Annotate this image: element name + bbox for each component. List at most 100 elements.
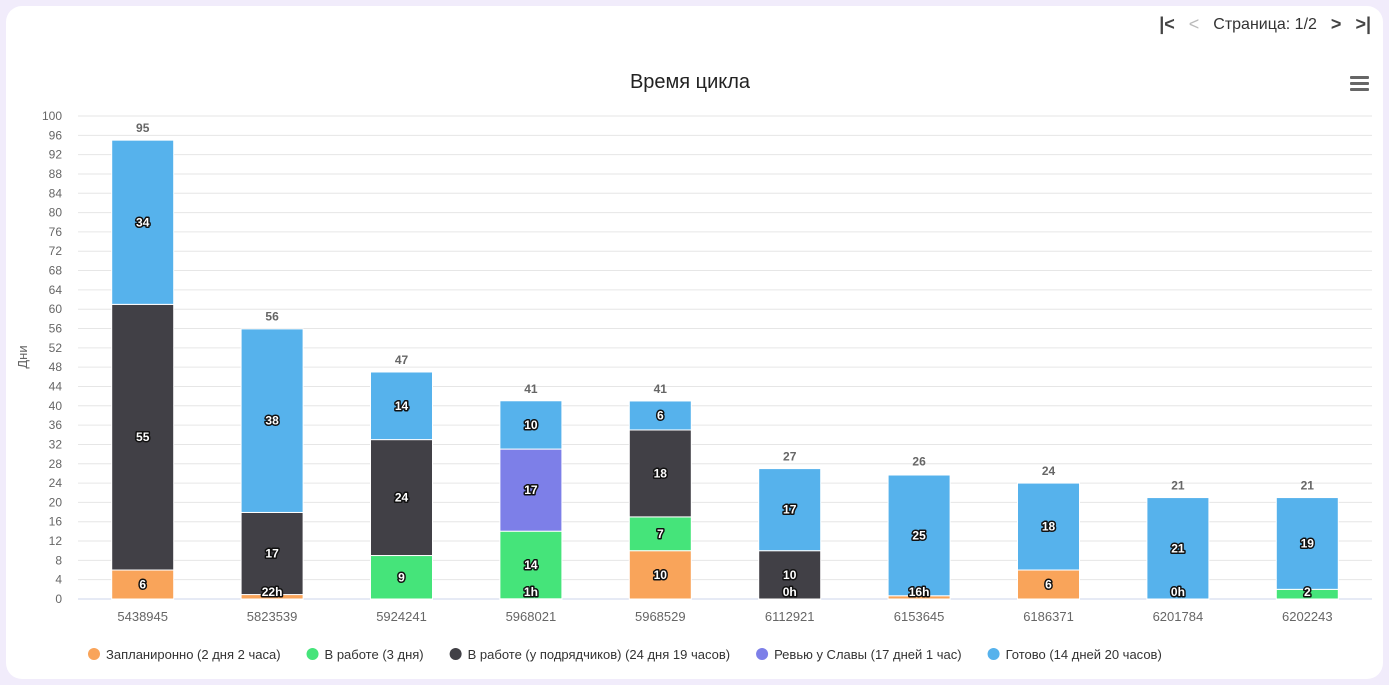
- data-label: 10: [654, 568, 668, 582]
- bar-segment[interactable]: [628, 429, 692, 518]
- x-tick-label: 5438945: [117, 609, 168, 624]
- x-tick-label: 5823539: [247, 609, 298, 624]
- y-tick-label: 28: [49, 457, 63, 471]
- chart-title: Время цикла: [630, 71, 751, 93]
- bar-segment[interactable]: [887, 474, 951, 597]
- bar-segment[interactable]: [758, 468, 822, 552]
- bar-segment[interactable]: [499, 448, 563, 532]
- legend-marker[interactable]: [987, 648, 1000, 660]
- data-label: 0h: [1171, 585, 1185, 599]
- bar-segment[interactable]: [628, 550, 692, 600]
- bar-segment[interactable]: [111, 139, 175, 305]
- total-label: 95: [136, 121, 150, 135]
- data-label: 6: [1045, 578, 1052, 592]
- data-label: 17: [783, 503, 797, 517]
- total-label: 21: [1301, 479, 1315, 493]
- data-label: 17: [265, 547, 279, 561]
- data-label: 14: [524, 558, 538, 572]
- data-label: 34: [136, 215, 150, 229]
- data-label: 10: [783, 568, 797, 582]
- bar-segment[interactable]: [240, 328, 304, 513]
- data-label: 16h: [909, 585, 930, 599]
- legend-marker[interactable]: [88, 648, 100, 660]
- y-tick-label: 48: [49, 360, 63, 374]
- x-tick-label: 6186371: [1023, 609, 1074, 624]
- y-tick-label: 80: [49, 206, 63, 220]
- legend-item[interactable]: В работе (у подрядчиков) (24 дня 19 часо…: [468, 647, 730, 662]
- data-label: 7: [657, 527, 664, 541]
- data-label: 21: [1171, 541, 1185, 555]
- y-tick-label: 72: [49, 244, 63, 258]
- y-tick-label: 8: [55, 553, 62, 567]
- x-tick-label: 6112921: [765, 609, 815, 624]
- prev-page-button[interactable]: <: [1188, 14, 1200, 34]
- last-page-button[interactable]: >|: [1355, 14, 1371, 34]
- y-tick-label: 40: [49, 399, 63, 413]
- bar-segment[interactable]: [628, 400, 692, 431]
- data-label: 1h: [524, 585, 538, 599]
- y-tick-label: 92: [49, 148, 63, 162]
- y-tick-label: 100: [42, 109, 62, 123]
- total-label: 47: [395, 353, 409, 367]
- total-label: 27: [783, 450, 797, 464]
- legend-marker[interactable]: [756, 648, 769, 660]
- y-tick-label: 60: [49, 302, 63, 316]
- total-label: 24: [1042, 464, 1056, 478]
- y-tick-label: 64: [49, 283, 63, 297]
- data-label: 2: [1304, 585, 1311, 599]
- bar-segment[interactable]: [499, 530, 563, 600]
- y-tick-label: 24: [49, 476, 63, 490]
- data-label: 6: [139, 578, 146, 592]
- y-tick-label: 68: [49, 264, 63, 278]
- next-page-button[interactable]: >: [1330, 14, 1342, 34]
- y-tick-label: 96: [49, 128, 63, 142]
- y-tick-label: 36: [49, 418, 63, 432]
- y-tick-label: 20: [49, 495, 63, 509]
- bar-segment[interactable]: [370, 555, 433, 600]
- chart-menu-button[interactable]: [1350, 76, 1369, 94]
- bar-segment[interactable]: [499, 400, 563, 450]
- y-tick-label: 88: [49, 167, 63, 181]
- bar-segment[interactable]: [111, 569, 175, 600]
- legend-marker[interactable]: [449, 648, 462, 660]
- total-label: 26: [912, 454, 926, 468]
- bar-segment[interactable]: [758, 550, 822, 600]
- total-label: 41: [524, 382, 538, 396]
- legend-item[interactable]: Готово (14 дней 20 часов): [1006, 647, 1162, 662]
- total-label: 21: [1171, 479, 1185, 493]
- bar-segment[interactable]: [1275, 497, 1339, 590]
- y-tick-label: 56: [49, 322, 63, 336]
- x-tick-label: 6153645: [894, 609, 945, 624]
- data-label: 9: [398, 570, 405, 584]
- bar-segment[interactable]: [240, 511, 304, 596]
- bar-segment[interactable]: [1146, 497, 1210, 600]
- x-tick-label: 5968529: [635, 609, 686, 624]
- data-label: 24: [395, 491, 409, 505]
- bar-segment[interactable]: [370, 439, 433, 557]
- hamburger-icon: [1350, 76, 1369, 79]
- legend-item[interactable]: В работе (3 дня): [325, 647, 424, 662]
- data-label: 14: [395, 399, 409, 413]
- legend-item[interactable]: Ревью у Славы (17 дней 1 час): [774, 647, 962, 662]
- data-label: 17: [524, 483, 538, 497]
- y-tick-label: 76: [49, 225, 63, 239]
- data-label: 10: [524, 418, 538, 432]
- y-axis-label: Дни: [15, 345, 30, 368]
- x-tick-label: 5968021: [506, 609, 557, 624]
- data-label: 0h: [783, 585, 797, 599]
- first-page-button[interactable]: |<: [1159, 14, 1175, 34]
- y-tick-label: 32: [49, 437, 63, 451]
- total-label: 41: [654, 382, 668, 396]
- bar-segment[interactable]: [111, 303, 175, 571]
- data-label: 25: [912, 528, 926, 542]
- legend-marker[interactable]: [306, 648, 319, 660]
- y-tick-label: 52: [49, 341, 63, 355]
- y-tick-label: 44: [49, 379, 63, 393]
- page-indicator: Страница: 1/2: [1213, 15, 1317, 33]
- bar-segment[interactable]: [1017, 482, 1080, 571]
- legend-item[interactable]: Запланиронно (2 дня 2 часа): [106, 647, 281, 662]
- x-tick-label: 6202243: [1282, 609, 1333, 624]
- y-tick-label: 0: [55, 592, 62, 606]
- bar-segment[interactable]: [370, 371, 433, 441]
